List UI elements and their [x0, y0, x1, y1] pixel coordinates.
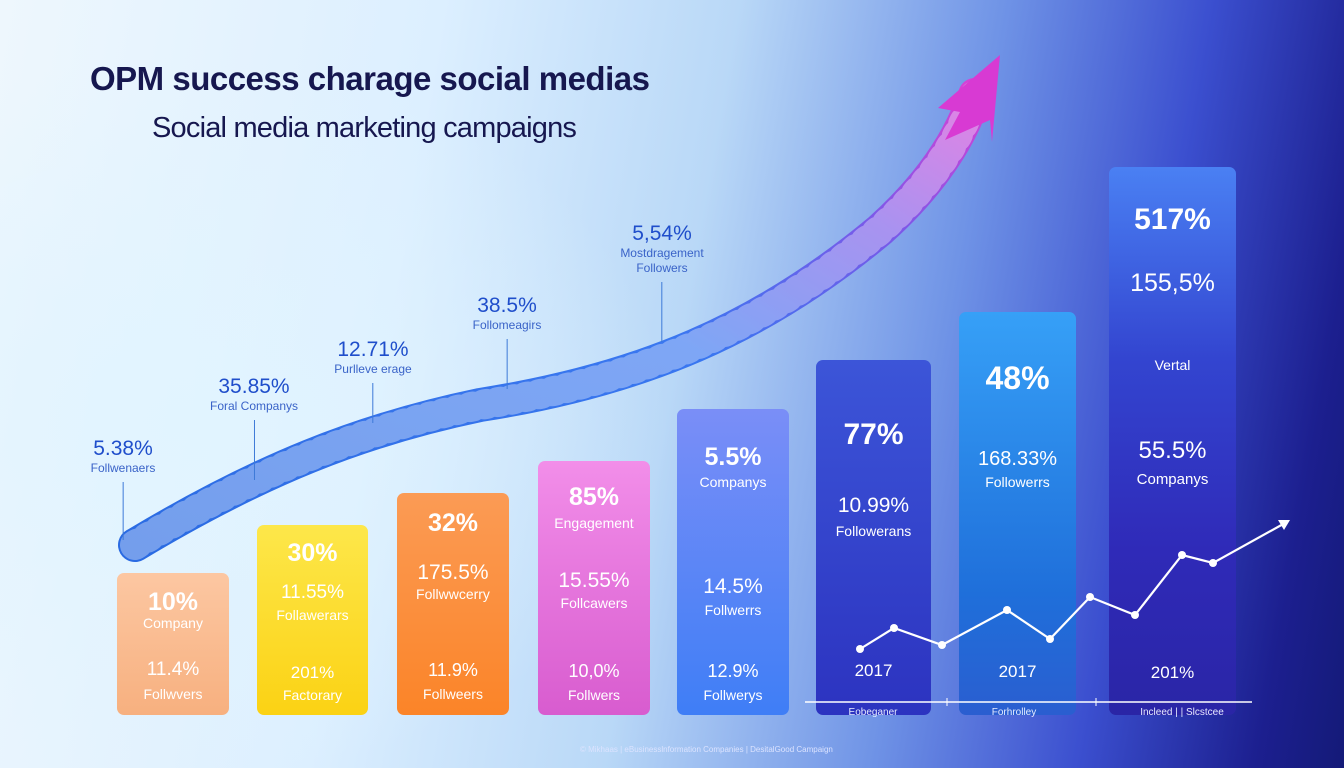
- bar-bottom-label: Follwvers: [143, 686, 203, 702]
- annotation-label: Foral Companys: [209, 399, 299, 413]
- annotation-stem: [253, 420, 255, 480]
- annotation-1: 5.38% Follwenaers: [90, 437, 156, 540]
- annotation-stem: [661, 282, 663, 342]
- bar-3: 32% 175.5% Follwwcerry 11.9% Follweers: [397, 493, 509, 715]
- bar-bottom-value: 12.9%: [707, 661, 759, 681]
- chart-subtitle: Social media marketing campaigns: [152, 112, 577, 144]
- bar-top-value: 30%: [287, 539, 338, 567]
- annotation-value: 5,54%: [632, 222, 692, 245]
- bar-top-value: 10%: [147, 588, 199, 616]
- bar-bottom-label: Follwerys: [703, 687, 763, 703]
- bar-mid-value: 168.33%: [978, 448, 1057, 470]
- bar-top-label: Engagement: [554, 515, 634, 531]
- bar-bottom-label: Follwers: [567, 687, 621, 703]
- annotation-stem: [372, 383, 374, 423]
- bar-top-label: Company: [143, 615, 203, 631]
- bar-1: 10% Company 11.4% Follwvers: [117, 573, 229, 715]
- annotation-3: 12.71% Purlleve erage: [334, 338, 412, 423]
- bar-top-label: Companys: [699, 474, 767, 490]
- bar-top-value: 85%: [568, 483, 620, 511]
- bar-top-value: 5.5%: [704, 443, 762, 471]
- bar-year: 2017: [854, 661, 893, 680]
- bar-low-label: Companys: [1136, 471, 1209, 488]
- bar-bottom-label: Factorary: [282, 687, 343, 703]
- annotation-value: 5.38%: [93, 437, 153, 460]
- bar-mid-value: 10.99%: [837, 494, 910, 517]
- annotation-value: 35.85%: [218, 375, 290, 398]
- bar-bottom-value: 11.9%: [428, 660, 478, 680]
- bar-mid-value: 14.5%: [703, 575, 763, 598]
- bar-bottom-value: 201%: [290, 663, 335, 682]
- bar-mid-label: Follwwcerry: [416, 586, 490, 602]
- bar-top-value: 77%: [843, 418, 904, 451]
- annotation-stem: [506, 339, 508, 389]
- axis-label-1: Eobeganer: [848, 707, 898, 718]
- annotation-label: Purlleve erage: [334, 362, 412, 376]
- bar-4: 85% Engagement 15.55% Follcawers 10,0% F…: [538, 461, 650, 715]
- bar-7: 48% 168.33% Followerrs 2017: [959, 312, 1076, 715]
- bar-mid-label: Followerrs: [985, 474, 1050, 490]
- bar-6: 77% 10.99% Followerans 2017: [816, 360, 931, 715]
- annotation-5: 5,54% Mostdragement Followers: [620, 222, 704, 342]
- bar-top-value: 517%: [1134, 203, 1211, 236]
- bar-mid-label: Follcawers: [560, 595, 628, 611]
- bar-top-value: 48%: [985, 360, 1050, 396]
- axis-label-3: Incleed | | Slcstcee: [1140, 707, 1224, 718]
- bar-mid-label: Follwerrs: [704, 602, 762, 618]
- bar-mid-value: 11.55%: [280, 582, 345, 603]
- annotation-stem: [122, 482, 124, 540]
- bar-bottom-label: Follweers: [423, 686, 483, 702]
- bar-year: 2017: [998, 662, 1037, 681]
- annotation-label: Follomeagirs: [472, 318, 542, 332]
- bar-8: 517% 155,5% Vertal 55.5% Companys 201%: [1109, 167, 1236, 715]
- annotation-4: 38.5% Follomeagirs: [472, 294, 542, 389]
- bar-2: 30% 11.55% Follawerars 201% Factorary: [257, 525, 368, 715]
- bar-note: Vertal: [1154, 357, 1191, 373]
- annotation-label: Follwenaers: [90, 461, 156, 475]
- footer-credit: © Mikhaas | eBusinesslnformation Compani…: [580, 745, 833, 754]
- axis-label-2: Forhrolley: [991, 707, 1037, 718]
- bar-bottom-value: 10,0%: [568, 661, 620, 681]
- bar-low-value: 55.5%: [1138, 437, 1207, 464]
- chart-title: OPM success charage social medias: [90, 60, 650, 97]
- annotation-label: Mostdragement: [620, 246, 704, 260]
- bar-mid-label: Followerans: [835, 523, 912, 539]
- bar-mid-value: 175.5%: [417, 561, 489, 584]
- annotation-value: 12.71%: [337, 338, 409, 361]
- bar-mid-label: Follawerars: [276, 607, 349, 623]
- bar-mid-value: 155,5%: [1130, 269, 1215, 297]
- bar-bottom-value: 11.4%: [146, 659, 200, 680]
- bar-year: 201%: [1150, 663, 1195, 682]
- annotation-label-2: Followers: [636, 261, 688, 275]
- bar-mid-value: 15.55%: [558, 569, 630, 592]
- bar-5: 5.5% Companys 14.5% Follwerrs 12.9% Foll…: [677, 409, 789, 715]
- bar-top-value: 32%: [427, 509, 479, 537]
- annotation-value: 38.5%: [477, 294, 537, 317]
- annotation-2: 35.85% Foral Companys: [210, 375, 298, 480]
